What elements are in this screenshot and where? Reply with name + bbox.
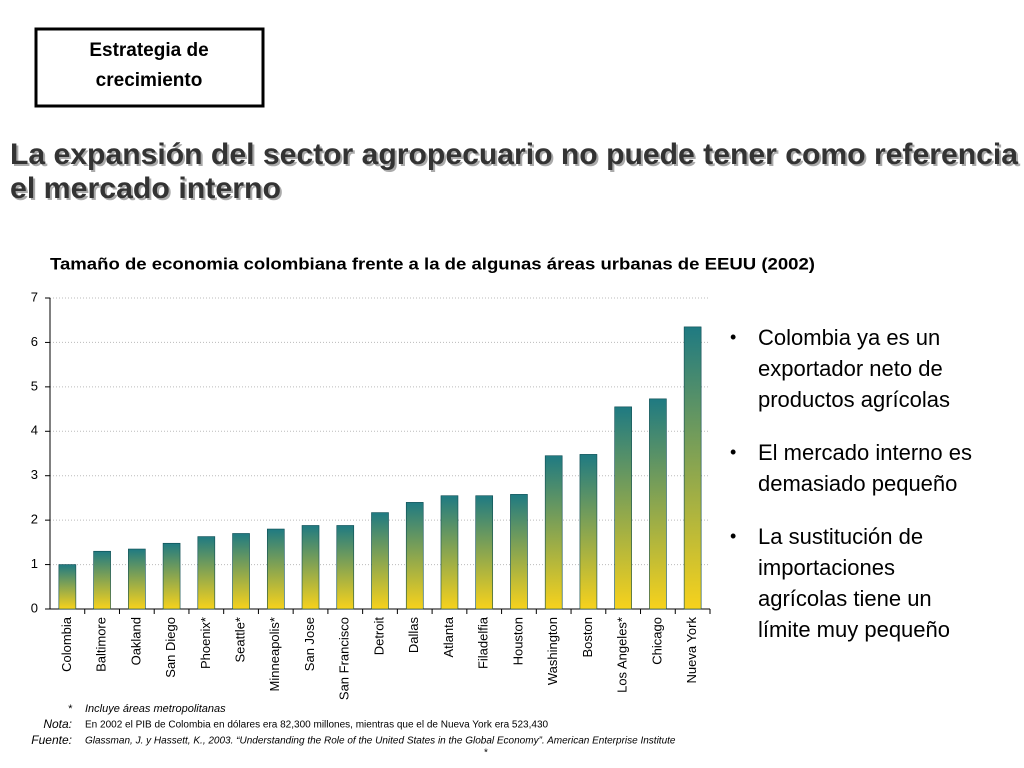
bar xyxy=(301,525,320,610)
header-box xyxy=(34,27,265,108)
bullet-dot: • xyxy=(730,327,736,347)
x-tick-label: Phoenix* xyxy=(198,617,213,669)
y-tick-label: 7 xyxy=(31,289,38,304)
title-shadow-line: el mercado interno xyxy=(12,174,283,207)
x-tick-label: San Diego xyxy=(163,617,178,678)
bar xyxy=(197,536,216,610)
x-tick-label: Detroit xyxy=(371,617,386,656)
bar xyxy=(58,564,77,610)
y-tick-label: 6 xyxy=(31,334,38,349)
title-line: La expansión del sector agropecuario no … xyxy=(10,138,1018,171)
bullet-text: importaciones xyxy=(758,555,895,580)
y-tick-label: 3 xyxy=(31,467,38,482)
bar xyxy=(683,326,702,610)
x-tick-label: Baltimore xyxy=(94,617,109,672)
x-tick-label: Oakland xyxy=(128,617,143,665)
bar xyxy=(544,455,563,610)
bullet-dot: • xyxy=(730,526,736,546)
bar xyxy=(266,528,285,610)
x-tick-label: Los Angeles* xyxy=(615,617,630,693)
x-tick-label: Boston xyxy=(580,617,595,657)
x-tick-label: Chicago xyxy=(649,617,664,665)
x-tick-label: Minneapolis* xyxy=(267,617,282,691)
title-shadow-line: La expansión del sector agropecuario no … xyxy=(12,140,1020,173)
bullet-text: La sustitución de xyxy=(758,524,923,549)
note-text: Glassman, J. y Hassett, K., 2003. “Under… xyxy=(85,736,676,747)
bullet-dot: • xyxy=(730,442,736,462)
bar xyxy=(128,548,146,610)
bar xyxy=(579,454,598,610)
bar xyxy=(475,495,494,610)
bullet-text: El mercado interno es xyxy=(758,440,972,465)
bar xyxy=(232,533,250,610)
header-box-text: Estrategia de xyxy=(89,40,208,61)
x-tick-label: Colombia xyxy=(59,616,74,672)
x-tick-label: Atlanta xyxy=(441,616,456,657)
bullet-text: productos agrícolas xyxy=(758,387,950,412)
y-tick-label: 4 xyxy=(31,423,38,438)
bullet-text: límite muy pequeño xyxy=(758,617,950,642)
bar xyxy=(162,542,181,610)
bar xyxy=(649,398,667,610)
y-tick-label: 0 xyxy=(31,600,38,615)
x-tick-label: Washington xyxy=(545,617,560,685)
x-tick-label: Dallas xyxy=(406,617,421,654)
header-box-text: crecimiento xyxy=(96,70,203,91)
title-shadow: La expansión del sector agropecuario no … xyxy=(12,140,1020,207)
y-tick-label: 1 xyxy=(31,556,38,571)
note-text: En 2002 el PIB de Colombia en dólares er… xyxy=(85,720,549,731)
x-tick-label: San Francisco xyxy=(337,617,352,700)
x-tick-label: Filadelfia xyxy=(476,616,491,669)
bar xyxy=(510,494,528,610)
x-tick-label: Nueva York xyxy=(684,617,699,684)
bullet-text: demasiado pequeño xyxy=(758,471,957,496)
bar xyxy=(614,406,632,610)
bar xyxy=(93,550,111,610)
title-line: el mercado interno xyxy=(10,172,281,205)
chart-title: Tamaño de economia colombiana frente a l… xyxy=(50,254,815,273)
y-tick-label: 2 xyxy=(31,512,38,527)
bar xyxy=(440,495,459,610)
bullet-text: exportador neto de xyxy=(758,356,943,381)
x-tick-label: Seattle* xyxy=(232,617,247,663)
bullet-text: agrícolas tiene un xyxy=(758,586,932,611)
bar xyxy=(371,512,389,610)
bar xyxy=(336,525,355,610)
stray-mark: * xyxy=(484,748,488,759)
x-tick-label: San Jose xyxy=(302,617,317,671)
note-key: * xyxy=(68,703,73,715)
y-tick-label: 5 xyxy=(31,378,38,393)
note-key: Nota: xyxy=(43,717,72,731)
bullet-text: Colombia ya es un xyxy=(758,325,940,350)
note-text: Incluye áreas metropolitanas xyxy=(85,703,226,715)
note-key: Fuente: xyxy=(31,733,72,747)
x-tick-label: Houston xyxy=(510,617,525,665)
bar xyxy=(405,502,424,610)
